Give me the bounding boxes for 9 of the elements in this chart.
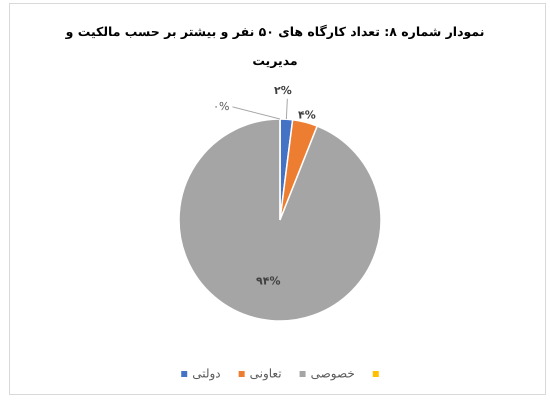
data-label: ۹۴%: [256, 274, 280, 288]
pie-slice: [178, 118, 382, 322]
legend-label: خصوصی: [310, 366, 355, 380]
text: ۰%: [213, 100, 230, 113]
legend-label: تعاونی: [250, 366, 282, 380]
data-label: ۴%: [298, 108, 316, 122]
chart-title: نمودار شماره ۸: تعداد کارگاه های ۵۰ نفر و بیشتر بر حسب مالکیت و مدیریت: [64, 24, 484, 69]
data-label: ۲%: [274, 84, 292, 97]
legend-label: دولتی: [192, 366, 221, 380]
